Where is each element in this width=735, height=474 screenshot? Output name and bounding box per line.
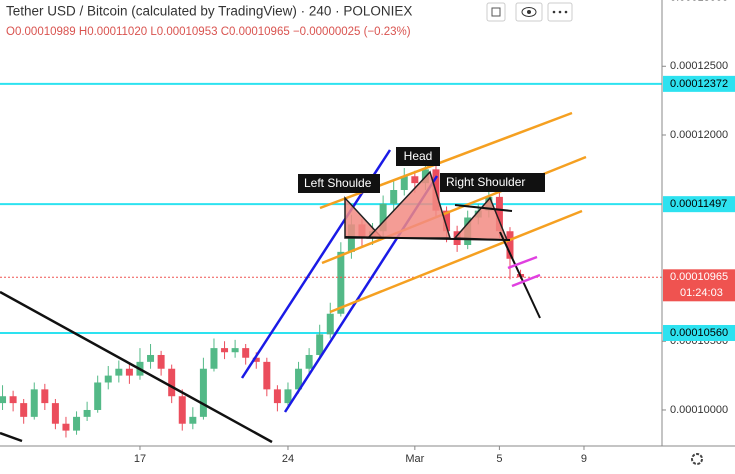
annotation: Right Shoulder	[446, 175, 525, 189]
ohlc-change: −0.00000025 (−0.23%)	[293, 26, 411, 38]
candle-body	[316, 334, 324, 355]
y-tick-label: 0.00010000	[670, 404, 728, 416]
channel-line	[507, 255, 538, 270]
candle-body	[168, 368, 176, 397]
candle-body	[273, 389, 281, 404]
candle-body	[189, 416, 197, 424]
ohlc-high: H0.00011020	[79, 26, 147, 38]
candle-body	[210, 348, 218, 369]
icon	[558, 10, 562, 14]
level-label: 0.00010560	[670, 327, 728, 339]
countdown: 01:24:03	[680, 287, 723, 299]
candle-body	[199, 368, 207, 417]
candle-body	[0, 396, 7, 404]
axes: 0.000100000.000105000.000120000.00012500…	[134, 0, 735, 465]
x-tick-label: Mar	[405, 453, 424, 465]
x-tick-label: 5	[496, 453, 502, 465]
annotation: Left Shoulde	[304, 176, 372, 190]
candle-body	[115, 368, 123, 376]
candle-body	[157, 354, 165, 369]
channel-line	[511, 273, 541, 288]
candle-body	[379, 203, 387, 232]
price-axis	[662, 0, 735, 446]
candle-body	[83, 409, 91, 417]
candle-body	[62, 423, 70, 431]
annotation: Head	[404, 149, 433, 163]
x-tick-label: 24	[282, 453, 294, 465]
y-tick-label: 0.00013000	[670, 0, 728, 3]
candle-body	[30, 389, 38, 417]
candle-body	[295, 368, 303, 390]
trend-line	[454, 204, 513, 212]
candle-body	[221, 348, 229, 353]
candle-body	[390, 190, 398, 204]
candle-body	[51, 403, 59, 424]
symbol-title: Tether USD / Bitcoin (calculated by Trad…	[6, 4, 412, 19]
toggle-button[interactable]	[486, 2, 506, 22]
candle-body	[506, 231, 514, 259]
x-tick-label: 17	[134, 453, 146, 465]
toolbar	[486, 2, 703, 465]
settings-button[interactable]	[691, 453, 703, 465]
annotation-box	[396, 147, 440, 166]
candle-body	[252, 357, 260, 362]
trend-line	[499, 231, 541, 319]
ohlc: O0.00010989 H0.00011020 L0.00010953 C0.0…	[6, 26, 411, 38]
candle-body	[400, 176, 408, 191]
level-label-box	[663, 75, 735, 92]
candle-body	[326, 313, 334, 335]
candle-body	[94, 382, 102, 410]
icon	[564, 10, 568, 14]
ohlc-open: O0.00010989	[6, 26, 76, 38]
candle-body	[495, 196, 503, 232]
candle-body	[305, 354, 313, 369]
icon	[552, 10, 556, 14]
candle-body	[178, 396, 186, 424]
y-tick-label: 0.00012000	[670, 129, 728, 141]
candle-body	[147, 354, 155, 362]
candle-body	[20, 403, 28, 417]
neckline	[344, 236, 511, 241]
trend-line	[0, 431, 23, 443]
candle-body	[104, 375, 112, 383]
ohlc-close: C0.00010965	[221, 26, 290, 38]
y-tick-label: 0.00012500	[670, 60, 728, 72]
candle-body	[242, 348, 250, 358]
candle-body	[263, 361, 271, 390]
time-axis	[0, 446, 735, 474]
level-label: 0.00012372	[670, 78, 728, 90]
candle-body	[337, 251, 345, 314]
candle-body	[73, 416, 81, 431]
x-tick-label: 9	[581, 453, 587, 465]
annotations: Head Left Shoulde Right Shoulder	[298, 147, 545, 193]
last-price-box	[663, 269, 735, 302]
annotation-box	[440, 173, 545, 192]
candle-body	[9, 396, 17, 404]
last-price-label: 0.00010965	[670, 271, 728, 283]
level-label-box	[663, 324, 735, 341]
candle-body	[284, 389, 292, 404]
ohlc-low: L0.00010953	[150, 26, 217, 38]
level-label-box	[663, 196, 735, 213]
level-label: 0.00011497	[670, 198, 727, 210]
candle-body	[411, 176, 419, 184]
trend-line	[0, 290, 273, 444]
icon	[527, 10, 531, 14]
candle-body	[443, 210, 451, 232]
icon	[521, 7, 537, 17]
candle-body	[231, 348, 239, 353]
channel-line	[329, 209, 583, 314]
annotation-box	[298, 174, 380, 193]
candle-body	[125, 368, 133, 376]
candle-body	[41, 389, 49, 404]
icon	[491, 7, 501, 17]
